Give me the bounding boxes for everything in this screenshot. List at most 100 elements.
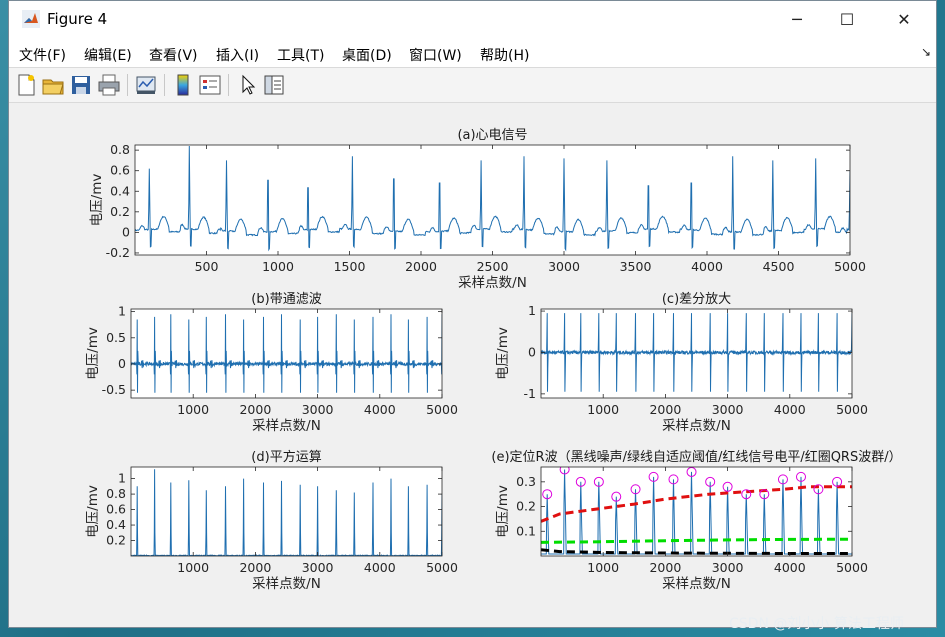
y-tick-label: 1	[118, 304, 126, 319]
title-bar: Figure 4 ─ ☐ ✕	[9, 1, 936, 39]
axes-title: (a)心电信号	[457, 128, 527, 143]
close-button[interactable]: ✕	[897, 10, 911, 29]
y-tick-label: -1	[524, 386, 536, 401]
x-tick-label: 4000	[774, 560, 806, 575]
y-tick-label: 0	[122, 224, 130, 239]
menu-help[interactable]: 帮助(H)	[480, 48, 530, 64]
y-tick-label: 0.2	[516, 499, 536, 514]
x-tick-label: 1000	[262, 259, 294, 274]
x-tick-label: 5000	[836, 560, 868, 575]
menu-bar: 文件(F) 编辑(E) 查看(V) 插入(I) 工具(T) 桌面(D) 窗口(W…	[9, 39, 936, 67]
x-tick-label: 4000	[364, 402, 396, 417]
x-tick-label: 3000	[712, 402, 744, 417]
axes-b: 1000 2000 3000 4000 5000 -0.5 0 0.5 1 (b)带通滤波采样点数…	[85, 292, 458, 434]
figure-window: Figure 4 ─ ☐ ✕ 文件(F) 编辑(E) 查看(V) 插入(I) 工…	[8, 0, 937, 632]
axes-title: (b)带通滤波	[251, 292, 321, 307]
x-axis-label: 采样点数/N	[662, 576, 731, 592]
qrs-marker	[722, 481, 733, 492]
y-tick-label: -0.5	[102, 382, 126, 397]
axes-a: 500 1000 1500 2000 2500 3000 3500 4000 4500 5000 -…	[89, 128, 866, 291]
qrs-marker	[559, 467, 570, 475]
y-tick-label: 0	[118, 356, 126, 371]
data-layer	[131, 314, 442, 393]
axes-d: 1000 2000 3000 4000 5000 0.20.40.60.81 (d)平方运算…	[85, 449, 458, 592]
qrs-marker	[575, 476, 586, 487]
x-axis-label: 采样点数/N	[252, 576, 321, 592]
x-tick-label: 3000	[302, 402, 334, 417]
x-axis-label: 采样点数/N	[252, 418, 321, 434]
axes-box	[540, 466, 853, 557]
qrs-marker	[668, 474, 679, 485]
x-tick-label: 5000	[834, 259, 866, 274]
y-axis-label: 电压/mv	[85, 327, 101, 380]
minimize-button[interactable]: ─	[792, 10, 802, 29]
qrs-marker	[759, 489, 770, 500]
link-plot-icon[interactable]	[134, 73, 158, 97]
x-tick-label: 1000	[587, 560, 619, 575]
ecg-series-line	[135, 145, 850, 252]
signal-level-line	[541, 485, 852, 523]
y-axis-label: 电压/mv	[85, 485, 101, 538]
plot-area	[135, 145, 850, 255]
menu-insert[interactable]: 插入(I)	[216, 48, 260, 64]
axes-title: (d)平方运算	[251, 449, 321, 465]
x-tick-label: 3000	[712, 560, 744, 575]
legend-icon[interactable]	[198, 73, 222, 97]
dock-arrow-icon[interactable]: ↘	[921, 45, 932, 59]
x-tick-label: 1000	[177, 560, 209, 575]
toolbar	[9, 67, 936, 103]
x-tick-label: 1000	[177, 402, 209, 417]
y-tick-label: 0.8	[106, 486, 126, 501]
y-tick-label: 0.4	[110, 183, 130, 198]
x-tick-label: 1000	[587, 402, 619, 417]
maximize-button[interactable]: ☐	[839, 10, 855, 29]
x-tick-label: 4500	[763, 259, 795, 274]
menu-desktop[interactable]: 桌面(D)	[342, 48, 392, 64]
property-inspector-icon[interactable]	[262, 73, 286, 97]
x-tick-label: 2000	[405, 259, 437, 274]
qrs-marker	[611, 491, 622, 502]
integrated-signal-line	[541, 469, 852, 555]
menu-window[interactable]: 窗口(W)	[409, 48, 462, 64]
data-layer	[135, 145, 850, 252]
y-axis-label: 电压/mv	[495, 327, 511, 380]
qrs-marker	[777, 474, 788, 485]
plot-area	[131, 309, 442, 398]
y-axis-label: 电压/mv	[495, 485, 511, 538]
x-tick-label: 4000	[364, 560, 396, 575]
open-file-icon[interactable]	[41, 73, 65, 97]
save-icon[interactable]	[69, 73, 93, 97]
window-title: Figure 4	[47, 10, 108, 28]
x-tick-label: 1500	[334, 259, 366, 274]
y-tick-label: 0.2	[110, 204, 130, 219]
menu-view[interactable]: 查看(V)	[149, 48, 198, 64]
y-tick-label: 0.5	[106, 330, 126, 345]
toolbar-separator	[228, 74, 229, 96]
axes-e: 1000 2000 3000 4000 5000 0.1 0.2 0.3 (e)定位R波（黑线噪…	[491, 449, 901, 592]
x-tick-label: 5000	[426, 560, 458, 575]
axes-title: (c)差分放大	[662, 292, 731, 307]
series-line	[131, 314, 442, 393]
pointer-icon[interactable]	[236, 73, 260, 97]
print-icon[interactable]	[97, 73, 121, 97]
menu-tools[interactable]: 工具(T)	[277, 48, 325, 64]
x-tick-label: 5000	[836, 402, 868, 417]
y-tick-label: -0.2	[106, 245, 130, 260]
x-tick-label: 2000	[239, 402, 271, 417]
new-figure-icon[interactable]	[14, 73, 38, 97]
qrs-marker	[542, 489, 553, 500]
menu-edit[interactable]: 编辑(E)	[84, 48, 132, 64]
x-tick-label: 2500	[477, 259, 509, 274]
x-tick-label: 3000	[548, 259, 580, 274]
y-tick-label: 0.3	[516, 474, 536, 489]
figure-canvas: 500 1000 1500 2000 2500 3000 3500 4000 4500 5000-…	[85, 128, 902, 592]
x-tick-label: 2000	[649, 560, 681, 575]
series-line	[541, 313, 852, 392]
menu-file[interactable]: 文件(F)	[19, 48, 66, 64]
y-tick-label: 1	[528, 303, 536, 318]
watermark: CSDN @刘小小 算法工程师	[729, 616, 904, 632]
y-tick-label: 0.4	[106, 517, 126, 532]
colorbar-icon[interactable]	[171, 73, 195, 97]
qrs-marker	[686, 467, 697, 477]
